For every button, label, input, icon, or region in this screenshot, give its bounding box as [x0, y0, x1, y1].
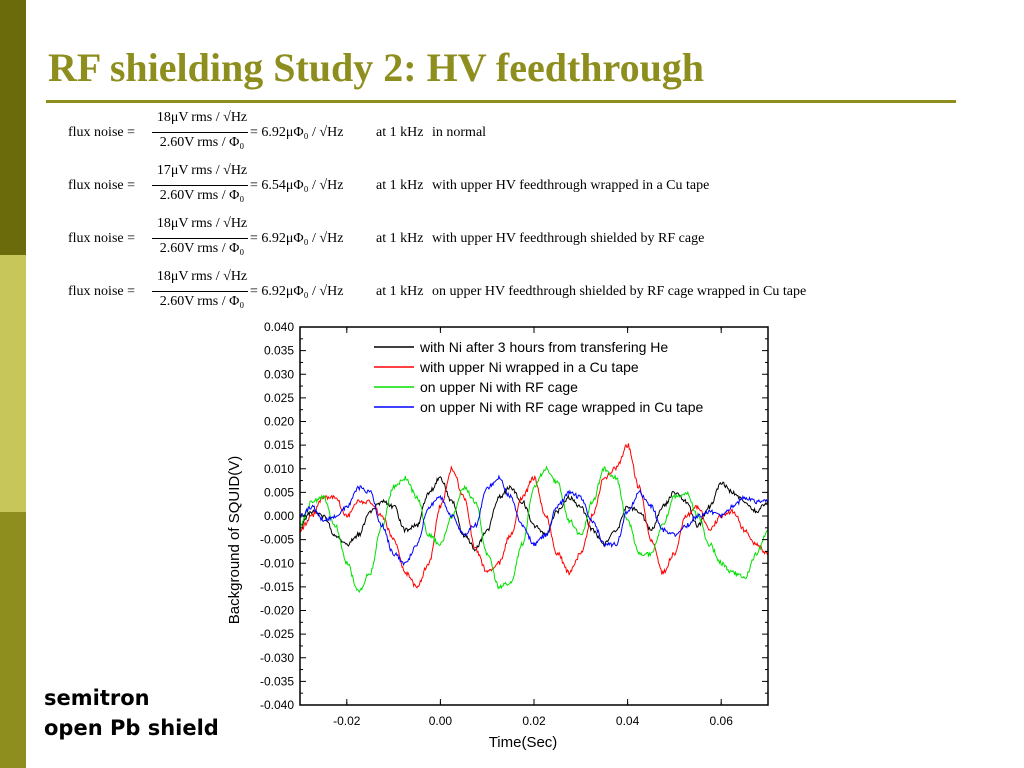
fraction-bar — [152, 238, 248, 239]
y-tick-label: 0.025 — [264, 391, 294, 405]
x-tick-label: 0.06 — [710, 714, 734, 728]
equation-note: on upper HV feedthrough shielded by RF c… — [432, 284, 807, 299]
equation-denominator: 2.60V rms / Φ₀ — [159, 294, 245, 309]
equation-result: = 6.92μΦ₀ / √Hz — [250, 231, 344, 246]
equation-note: in normal — [432, 125, 487, 140]
equation-condition: at 1 kHz — [376, 125, 424, 140]
y-tick-label: 0.015 — [264, 438, 294, 452]
y-tick-label: -0.035 — [260, 674, 294, 688]
y-tick-label: -0.015 — [260, 580, 294, 594]
fraction-bar — [152, 132, 248, 133]
legend-label: with Ni after 3 hours from transfering H… — [419, 339, 668, 355]
equation-result: = 6.92μΦ₀ / √Hz — [250, 284, 344, 299]
sample-note-line: open Pb shield — [44, 716, 219, 740]
y-tick-label: -0.010 — [260, 556, 294, 570]
equation-condition: at 1 kHz — [376, 178, 424, 193]
sidebar-stripe — [0, 0, 26, 768]
y-tick-label: 0.000 — [264, 509, 294, 523]
x-tick-label: 0.00 — [429, 714, 453, 728]
equation-denominator: 2.60V rms / Φ₀ — [159, 188, 245, 203]
y-tick-label: 0.030 — [264, 367, 294, 381]
equation-condition: at 1 kHz — [376, 284, 424, 299]
series-line — [300, 476, 768, 552]
equation-numerator: 17μV rms / √Hz — [156, 163, 248, 178]
sample-note-line: semitron — [44, 686, 150, 710]
y-axis-label: Background of SQUID(V) — [226, 456, 243, 624]
y-tick-label: 0.020 — [264, 415, 294, 429]
y-tick-label: -0.025 — [260, 627, 294, 641]
equation-result: = 6.92μΦ₀ / √Hz — [250, 125, 344, 140]
equation-numerator: 18μV rms / √Hz — [156, 269, 248, 284]
equation-denominator: 2.60V rms / Φ₀ — [159, 241, 245, 256]
equation-condition: at 1 kHz — [376, 231, 424, 246]
sidebar-stripe-bottom — [0, 512, 26, 768]
y-tick-label: 0.010 — [264, 462, 294, 476]
equation-numerator: 18μV rms / √Hz — [156, 110, 248, 125]
y-tick-label: -0.020 — [260, 604, 294, 618]
y-tick-label: -0.040 — [260, 698, 294, 712]
equation-note: with upper HV feedthrough shielded by RF… — [432, 231, 705, 246]
equation-lead: flux noise = — [68, 284, 135, 299]
equation-lead: flux noise = — [68, 178, 135, 193]
sample-note: semitron open Pb shield — [44, 683, 219, 743]
equation-result: = 6.54μΦ₀ / √Hz — [250, 178, 344, 193]
equation-numerator: 18μV rms / √Hz — [156, 216, 248, 231]
x-tick-label: 0.02 — [522, 714, 546, 728]
series-line — [300, 474, 768, 567]
x-tick-label: -0.02 — [333, 714, 361, 728]
fraction-bar — [152, 291, 248, 292]
legend-label: on upper Ni with RF cage — [420, 379, 578, 395]
sidebar-stripe-middle — [0, 255, 26, 512]
series-line — [300, 443, 768, 589]
fraction-bar — [152, 185, 248, 186]
equation-lead: flux noise = — [68, 125, 135, 140]
sidebar-stripe-top — [0, 0, 26, 255]
equation-lead: flux noise = — [68, 231, 135, 246]
x-axis-label: Time(Sec) — [489, 734, 558, 751]
series-line — [300, 465, 768, 594]
y-tick-label: -0.030 — [260, 651, 294, 665]
equation-note: with upper HV feedthrough wrapped in a C… — [432, 178, 710, 193]
legend-label: on upper Ni with RF cage wrapped in Cu t… — [420, 399, 703, 415]
legend-label: with upper Ni wrapped in a Cu tape — [419, 359, 639, 375]
equation-denominator: 2.60V rms / Φ₀ — [159, 135, 245, 150]
title-rule — [46, 100, 956, 103]
y-tick-label: 0.035 — [264, 344, 294, 358]
x-tick-label: 0.04 — [616, 714, 640, 728]
slide-title: RF shielding Study 2: HV feedthrough — [48, 45, 705, 90]
y-tick-label: 0.005 — [264, 485, 294, 499]
y-tick-label: 0.040 — [264, 320, 294, 334]
y-tick-label: -0.005 — [260, 533, 294, 547]
